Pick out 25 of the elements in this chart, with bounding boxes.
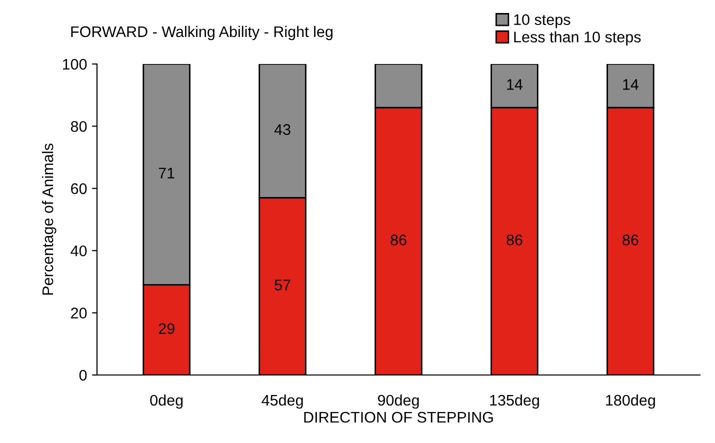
y-tick-label: 60 bbox=[71, 183, 87, 194]
y-tick-label: 40 bbox=[70, 245, 87, 256]
data-label: 71 bbox=[158, 168, 174, 178]
y-tick-label: 100 bbox=[62, 58, 87, 70]
legend-label: 10 steps bbox=[514, 14, 570, 28]
data-label: 86 bbox=[506, 234, 522, 246]
data-label: 86 bbox=[622, 234, 638, 246]
y-tick-label: 80 bbox=[70, 121, 87, 132]
data-label: 43 bbox=[274, 124, 290, 135]
x-tick-label: 180deg bbox=[606, 394, 655, 409]
data-label: 14 bbox=[623, 79, 638, 90]
x-tick-label: 0deg bbox=[150, 394, 183, 409]
x-tick-label: 45deg bbox=[262, 394, 303, 409]
data-label: 57 bbox=[274, 280, 290, 290]
x-tick-label: 90deg bbox=[378, 394, 419, 409]
x-axis-title: DIRECTION OF STEPPING bbox=[304, 412, 493, 423]
y-tick-label: 20 bbox=[71, 308, 87, 318]
data-label: 86 bbox=[390, 234, 406, 246]
y-axis-title: Percentage of Animals bbox=[42, 144, 56, 295]
chart-title: FORWARD - Walking Ability - Right leg bbox=[71, 26, 332, 40]
data-label: 29 bbox=[158, 323, 174, 334]
y-tick-label: 0 bbox=[79, 370, 87, 381]
x-tick-label: 135deg bbox=[490, 394, 539, 409]
legend-label: Less than 10 steps bbox=[514, 31, 641, 46]
data-label: 14 bbox=[507, 79, 523, 90]
